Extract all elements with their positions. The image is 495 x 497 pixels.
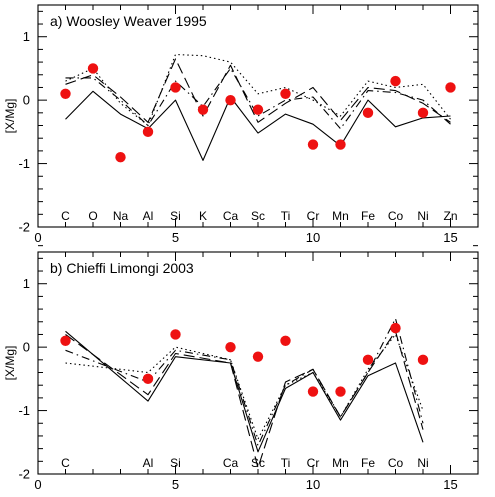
observed-point xyxy=(417,354,429,366)
y-tick-label: 0 xyxy=(23,93,30,108)
x-tick-label: 15 xyxy=(443,477,457,492)
observed-point xyxy=(225,94,236,106)
series-line-dotted xyxy=(65,53,451,127)
element-label: Al xyxy=(143,456,154,470)
observed-point xyxy=(335,386,346,397)
observed-point xyxy=(87,63,99,74)
y-axis-label: [X/Mg] xyxy=(3,346,17,381)
element-label: C xyxy=(61,456,70,470)
series-line-dashdot xyxy=(65,67,451,130)
panel-a: 0 5 10 15 -2 -1 0 1 [X/Mg] a) Woosley Weaver 1995… xyxy=(3,4,479,245)
y-tick-label: 1 xyxy=(23,29,30,44)
element-label: Cr xyxy=(307,456,320,470)
element-label: O xyxy=(88,209,97,223)
element-label: Ti xyxy=(281,456,291,470)
plot-frame xyxy=(37,251,479,475)
observed-point xyxy=(417,107,429,119)
series-line-dashed xyxy=(65,58,451,123)
observed-point xyxy=(60,335,71,346)
x-tick-label: 10 xyxy=(306,477,320,492)
plot-frame xyxy=(37,4,479,228)
element-label: Cr xyxy=(307,209,320,223)
element-label: Mn xyxy=(332,209,349,223)
observed-point xyxy=(445,82,456,93)
y-tick-label: -1 xyxy=(18,156,30,171)
observed-point xyxy=(142,126,154,138)
observed-point xyxy=(362,107,374,119)
element-label: Ca xyxy=(223,456,239,470)
element-label: Sc xyxy=(251,456,265,470)
element-label: Ni xyxy=(417,209,428,223)
panel-b: 0 5 10 15 -2 -1 0 1 [X/Mg] b) Chieffi Limongi 200… xyxy=(3,245,479,492)
observed-point xyxy=(390,322,401,334)
y-tick-label: -2 xyxy=(18,220,30,235)
element-label: Na xyxy=(113,209,129,223)
panel-title: a) Woosley Weaver 1995 xyxy=(50,13,207,29)
observed-point xyxy=(362,354,374,366)
element-label: Si xyxy=(170,456,181,470)
element-label: K xyxy=(199,209,207,223)
panel-title: b) Chieffi Limongi 2003 xyxy=(50,260,194,276)
x-tick-label: 0 xyxy=(34,477,41,492)
element-label: Co xyxy=(388,209,404,223)
observed-point xyxy=(197,104,209,115)
observed-point xyxy=(142,373,154,385)
series-line-solid xyxy=(65,90,451,161)
element-label: C xyxy=(61,209,70,223)
x-tick-label: 5 xyxy=(172,230,179,245)
element-label: Co xyxy=(388,456,404,470)
y-tick-label: 1 xyxy=(23,276,30,291)
y-tick-label: 0 xyxy=(23,340,30,355)
element-label: Al xyxy=(143,209,154,223)
x-tick-label: 0 xyxy=(34,230,41,245)
element-label: Fe xyxy=(361,209,375,223)
x-tick-label: 10 xyxy=(306,230,320,245)
element-label: Si xyxy=(170,209,181,223)
series-line-dashdot xyxy=(65,318,424,447)
element-label: Fe xyxy=(361,456,375,470)
observed-point xyxy=(225,341,236,353)
observed-point xyxy=(307,386,319,397)
element-label: Ti xyxy=(281,209,291,223)
y-tick-label: -1 xyxy=(18,403,30,418)
observed-point xyxy=(115,152,126,163)
series-line-solid xyxy=(65,330,424,453)
element-label: Ni xyxy=(417,456,428,470)
observed-point xyxy=(335,139,346,150)
observed-point xyxy=(170,82,181,93)
observed-point xyxy=(170,329,181,340)
y-tick-label: -2 xyxy=(18,467,30,482)
element-label: Sc xyxy=(251,209,265,223)
element-label: Zn xyxy=(443,209,457,223)
observed-point xyxy=(252,104,264,115)
observed-point xyxy=(280,335,291,346)
x-tick-label: 5 xyxy=(172,477,179,492)
observed-point xyxy=(280,88,291,100)
element-label: Mn xyxy=(332,456,349,470)
series-line-dotted xyxy=(65,333,424,440)
x-tick-label: 15 xyxy=(443,230,457,245)
observed-point xyxy=(60,88,71,100)
observed-point xyxy=(307,139,319,150)
observed-point xyxy=(252,351,264,362)
y-axis-label: [X/Mg] xyxy=(3,99,17,134)
element-label: Ca xyxy=(223,209,239,223)
series-line-dashed xyxy=(65,330,424,469)
observed-point xyxy=(390,75,401,87)
